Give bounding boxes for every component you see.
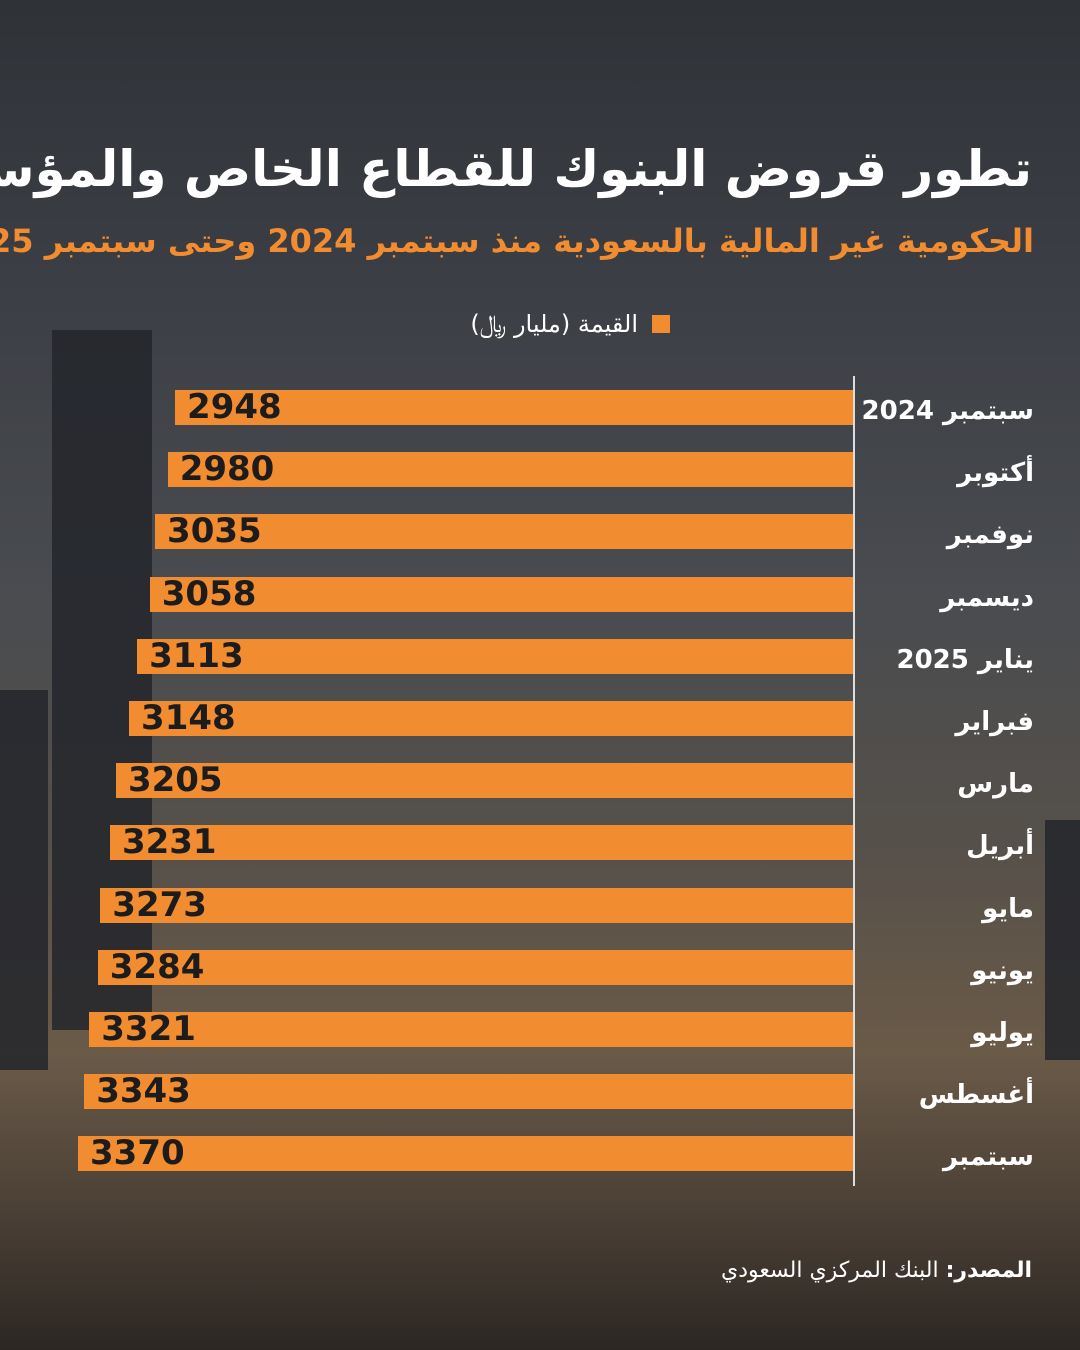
data-label: 2980 — [179, 449, 275, 490]
bar — [167, 452, 853, 488]
background-building — [0, 690, 48, 1070]
bar — [175, 390, 853, 425]
y-axis-line — [853, 376, 855, 1186]
background-tower — [52, 330, 152, 1030]
data-label: 3058 — [161, 573, 257, 614]
chart-title: تطور قروض البنوك للقطاع الخاص والمؤسسات — [0, 140, 1032, 198]
bar — [155, 514, 853, 550]
category-label: فبراير — [955, 707, 1034, 737]
data-label: 2948 — [187, 387, 282, 427]
bar — [137, 638, 853, 674]
category-label: أبريل — [966, 831, 1034, 862]
source-value: البنك المركزي السعودي — [721, 1258, 939, 1283]
category-label: أكتوبر — [957, 458, 1034, 489]
background-building — [1045, 820, 1080, 1060]
data-label: 3205 — [127, 760, 223, 801]
category-label: أغسطس — [918, 1080, 1034, 1111]
bar — [149, 576, 853, 612]
bar — [84, 1074, 853, 1110]
bar — [129, 701, 853, 736]
category-label: سبتمبر — [942, 1142, 1034, 1173]
legend: القيمة (مليار ﷼) — [420, 310, 670, 338]
bar — [97, 949, 853, 985]
data-label: 3231 — [121, 822, 217, 863]
bar — [115, 763, 853, 799]
category-label: نوفمبر — [946, 520, 1034, 551]
data-label: 3284 — [109, 946, 205, 987]
source-note: المصدر: البنك المركزي السعودي — [721, 1258, 1032, 1283]
category-label: يناير 2025 — [896, 644, 1034, 675]
source-label: المصدر: — [945, 1258, 1032, 1283]
bar — [89, 1012, 853, 1047]
category-label: يونيو — [971, 955, 1034, 986]
data-label: 3343 — [96, 1071, 191, 1112]
data-label: 3113 — [149, 635, 244, 676]
bar — [100, 887, 853, 923]
bar — [109, 825, 853, 861]
bar — [78, 1136, 853, 1172]
category-label: مايو — [982, 893, 1034, 924]
legend-label: القيمة (مليار ﷼) — [470, 310, 638, 338]
data-label: 3273 — [112, 884, 207, 925]
category-label: مارس — [957, 769, 1034, 800]
category-label: ديسمبر — [940, 582, 1034, 613]
data-label: 3321 — [101, 1009, 196, 1049]
category-label: يوليو — [971, 1018, 1034, 1048]
category-label: سبتمبر 2024 — [861, 396, 1034, 426]
data-label: 3370 — [90, 1133, 185, 1174]
data-label: 3148 — [141, 698, 236, 738]
legend-swatch — [652, 315, 670, 333]
data-label: 3035 — [167, 511, 262, 552]
chart-subtitle: الحكومية غير المالية بالسعودية منذ سبتمب… — [0, 222, 1034, 260]
